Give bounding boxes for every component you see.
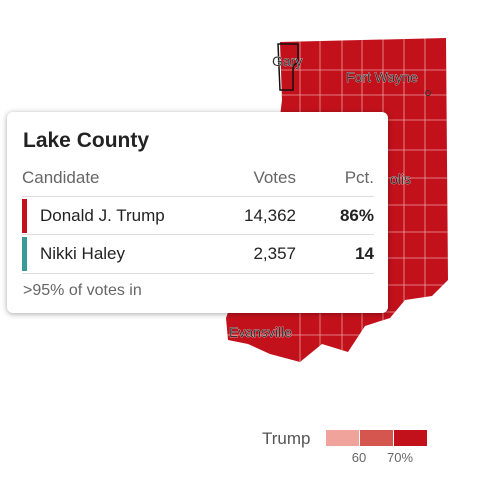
- candidate-name: Nikki Haley: [40, 244, 126, 263]
- column-header: Votes: [253, 168, 296, 187]
- percent: 86%: [339, 206, 374, 225]
- city-label: Gary: [272, 53, 302, 69]
- tooltip-title: Lake County: [23, 129, 150, 152]
- party-bar: [22, 237, 27, 271]
- legend-swatch: [360, 430, 393, 446]
- city-label: Evansville: [229, 324, 292, 340]
- candidate-row: Nikki Haley 2,357 14: [22, 234, 374, 274]
- legend-tick: 60: [352, 450, 366, 465]
- city-dot: [425, 90, 431, 96]
- city-label: Fort Wayne: [346, 69, 418, 85]
- candidate-name: Donald J. Trump: [40, 206, 165, 225]
- votes: 2,357: [253, 244, 296, 263]
- header-row: Candidate Votes Pct.: [22, 159, 374, 197]
- percent: 14: [355, 244, 374, 263]
- legend-swatch: [394, 430, 427, 446]
- candidate-row: Donald J. Trump 14,362 86%: [22, 196, 374, 235]
- city-label: olis: [390, 171, 411, 187]
- legend-label: Trump: [262, 429, 311, 448]
- column-header: Pct.: [344, 168, 374, 187]
- reporting-note: >95% of votes in: [23, 282, 142, 299]
- column-header: Candidate: [22, 168, 100, 187]
- legend-tick: 70%: [387, 450, 413, 465]
- votes: 14,362: [244, 206, 296, 225]
- lake-county-outline: [277, 43, 299, 91]
- legend-swatch: [326, 430, 359, 446]
- tooltip: Lake County Candidate Votes Pct. Donald …: [7, 112, 388, 313]
- party-bar: [22, 199, 27, 233]
